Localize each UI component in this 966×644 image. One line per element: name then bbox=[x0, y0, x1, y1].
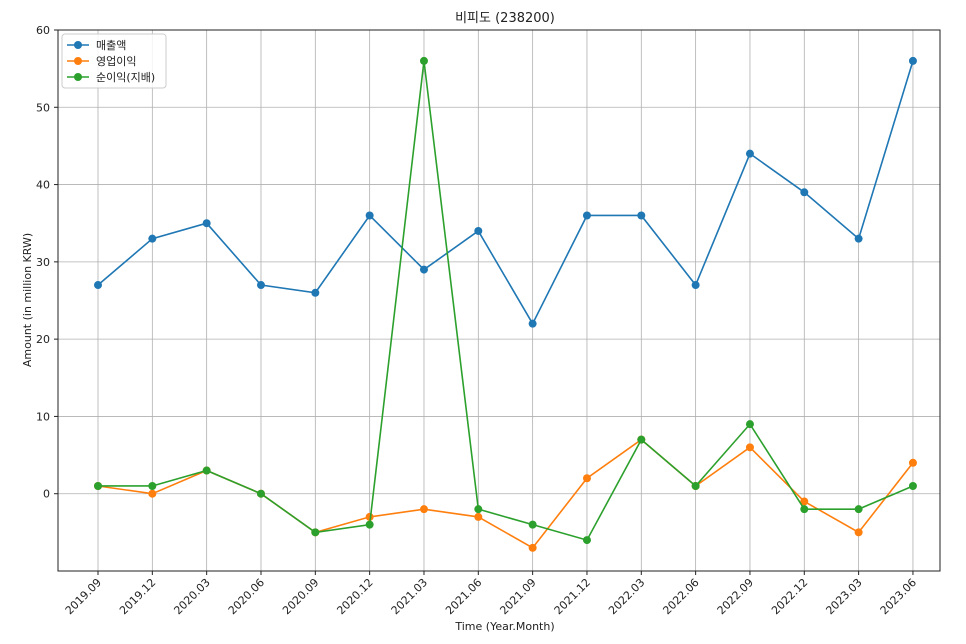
y-tick-label: 10 bbox=[36, 410, 50, 423]
data-point bbox=[148, 481, 157, 490]
data-point bbox=[474, 226, 483, 235]
y-tick-label: 30 bbox=[36, 256, 50, 269]
data-point bbox=[148, 489, 157, 498]
series-group bbox=[94, 56, 917, 552]
data-point bbox=[419, 265, 428, 274]
chart-title: 비피도 (238200) bbox=[455, 11, 555, 26]
legend-label: 영업이익 bbox=[96, 55, 136, 68]
data-point bbox=[582, 211, 591, 220]
grid-lines bbox=[58, 29, 940, 571]
plot-frame bbox=[57, 29, 941, 572]
data-point bbox=[94, 281, 102, 290]
data-point bbox=[365, 211, 374, 220]
legend-item: 매출액 bbox=[67, 39, 126, 52]
data-point bbox=[256, 281, 265, 290]
series-line bbox=[98, 60, 914, 542]
legend-label: 순이익(지배) bbox=[96, 71, 155, 84]
data-point bbox=[528, 520, 537, 529]
x-tick-label: 2022.03 bbox=[606, 576, 647, 617]
data-point bbox=[691, 281, 700, 290]
data-point bbox=[582, 474, 591, 483]
x-tick-label: 2021.03 bbox=[389, 576, 430, 617]
y-tick-label: 20 bbox=[36, 333, 50, 346]
legend-marker bbox=[74, 41, 82, 49]
data-point bbox=[474, 512, 483, 521]
data-point bbox=[854, 505, 863, 514]
series-2 bbox=[94, 56, 917, 545]
data-point bbox=[854, 528, 863, 537]
series-0 bbox=[94, 56, 917, 328]
x-tick-label: 2023.06 bbox=[878, 576, 919, 617]
data-point bbox=[528, 319, 537, 328]
plot-area bbox=[58, 30, 940, 571]
data-point bbox=[311, 528, 320, 537]
x-tick-label: 2020.09 bbox=[280, 576, 321, 617]
data-point bbox=[419, 56, 428, 65]
data-point bbox=[528, 543, 537, 552]
data-point bbox=[637, 211, 646, 220]
data-point bbox=[908, 56, 917, 65]
y-tick-label: 50 bbox=[36, 101, 50, 114]
x-tick-label: 2022.06 bbox=[660, 576, 701, 617]
legend-marker bbox=[74, 73, 82, 81]
data-point bbox=[745, 149, 754, 158]
x-tick-label: 2019.09 bbox=[63, 576, 104, 617]
data-point bbox=[365, 520, 374, 529]
data-point bbox=[800, 497, 809, 506]
data-point bbox=[94, 481, 102, 490]
x-tick-label: 2021.12 bbox=[552, 576, 593, 617]
y-tick-label: 60 bbox=[36, 24, 50, 37]
legend-item: 순이익(지배) bbox=[67, 71, 155, 84]
data-point bbox=[474, 505, 483, 514]
data-point bbox=[311, 288, 320, 297]
x-tick-label: 2021.06 bbox=[443, 576, 484, 617]
x-axis-ticks: 2019.09 2019.12 2020.03 2020.06 2020.09 2020.… bbox=[63, 571, 919, 617]
data-point bbox=[854, 234, 863, 243]
y-axis-label: Amount (in million KRW) bbox=[21, 233, 34, 367]
x-tick-label: 2019.12 bbox=[117, 576, 158, 617]
data-point bbox=[256, 489, 265, 498]
data-point bbox=[637, 435, 646, 444]
data-point bbox=[148, 234, 157, 243]
data-point bbox=[745, 443, 754, 452]
x-tick-label: 2020.06 bbox=[226, 576, 267, 617]
data-point bbox=[202, 466, 211, 475]
legend-item: 영업이익 bbox=[67, 55, 136, 68]
data-point bbox=[800, 188, 809, 197]
x-tick-label: 2020.03 bbox=[171, 576, 212, 617]
legend-label: 매출액 bbox=[96, 39, 126, 52]
x-tick-label: 2021.09 bbox=[497, 576, 538, 617]
data-point bbox=[800, 505, 809, 514]
y-tick-label: 40 bbox=[36, 179, 50, 192]
x-tick-label: 2023.03 bbox=[823, 576, 864, 617]
legend-marker bbox=[74, 57, 82, 65]
data-point bbox=[745, 420, 754, 429]
x-axis-label: Time (Year.Month) bbox=[454, 620, 554, 633]
data-point bbox=[419, 505, 428, 514]
y-tick-label: 0 bbox=[43, 488, 50, 501]
x-tick-label: 2022.09 bbox=[715, 576, 756, 617]
data-point bbox=[365, 512, 374, 521]
series-line bbox=[97, 60, 914, 326]
y-axis-ticks: 0 10 20 30 40 50 60 bbox=[36, 24, 58, 501]
x-tick-label: 2022.12 bbox=[769, 576, 810, 617]
data-point bbox=[908, 481, 917, 490]
data-point bbox=[582, 536, 591, 545]
x-tick-label: 2020.12 bbox=[334, 576, 375, 617]
legend-box bbox=[61, 33, 167, 89]
data-point bbox=[908, 458, 917, 467]
data-point bbox=[202, 219, 211, 228]
data-point bbox=[691, 481, 700, 490]
